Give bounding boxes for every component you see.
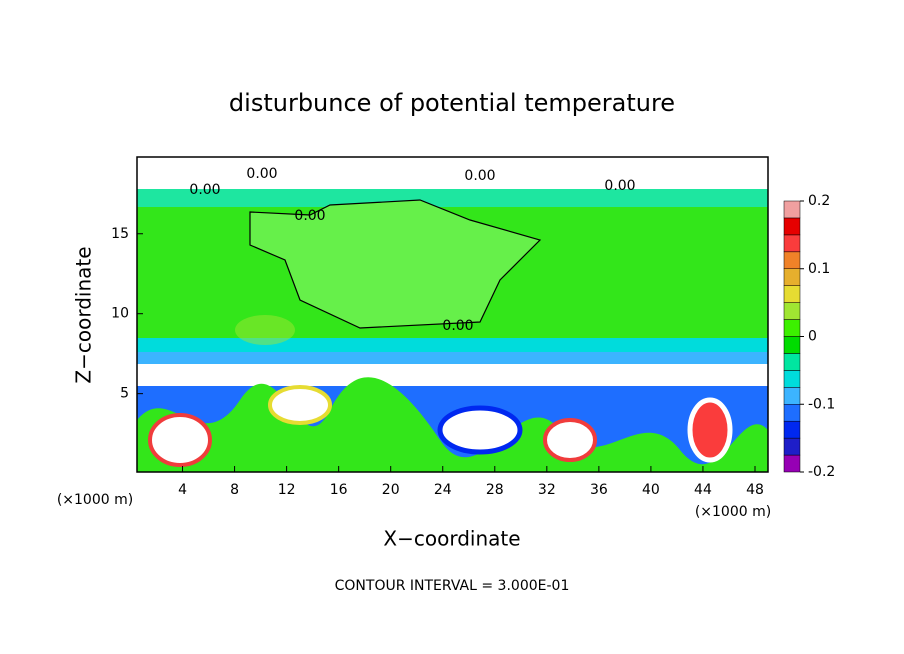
x-tick-label: 4 <box>178 482 187 498</box>
field-region <box>137 338 768 352</box>
contour-label: 0.00 <box>246 166 277 182</box>
colorbar-tick-label: -0.1 <box>808 396 835 412</box>
field-region <box>137 189 768 207</box>
plot-frame <box>136 156 769 473</box>
y-tick-label: 5 <box>120 386 129 402</box>
field-region <box>687 397 733 463</box>
colorbar-box <box>783 285 801 303</box>
x-tick-label: 40 <box>642 482 660 498</box>
contour-line <box>249 199 542 329</box>
colorbar-tick-label: 0.1 <box>808 261 830 277</box>
colorbar-box <box>783 370 801 388</box>
x-tick-label: 16 <box>330 482 348 498</box>
field-region <box>235 315 295 345</box>
colorbar-tick-label: 0 <box>808 329 817 345</box>
field-region <box>137 352 768 364</box>
colorbar-box <box>783 353 801 371</box>
colorbar-box <box>783 336 801 354</box>
colorbar-box <box>783 217 801 236</box>
colorbar-box <box>783 200 801 219</box>
colorbar-box <box>783 234 801 253</box>
x-tick-label: 12 <box>278 482 296 498</box>
field-region <box>543 418 597 462</box>
x-unit-label: (×1000 m) <box>695 504 771 520</box>
x-tick-label: 28 <box>486 482 504 498</box>
x-tick-label: 44 <box>694 482 712 498</box>
contour-label: 0.00 <box>442 318 473 334</box>
colorbar-box <box>783 404 801 422</box>
colorbar-box <box>783 437 801 456</box>
x-tick-label: 20 <box>382 482 400 498</box>
colorbar-tick-label: 0.2 <box>808 193 830 209</box>
colorbar-box <box>783 302 801 320</box>
contour-label: 0.00 <box>604 178 635 194</box>
y-tick-label: 15 <box>111 226 129 242</box>
colorbar-box <box>783 420 801 439</box>
field <box>137 157 768 472</box>
colorbar-box <box>783 387 801 405</box>
contour-label: 0.00 <box>294 208 325 224</box>
footer: CONTOUR INTERVAL = 3.000E-01 <box>335 578 570 594</box>
contour-label: 0.00 <box>464 168 495 184</box>
x-axis-title: X−coordinate <box>383 527 520 551</box>
x-tick-label: 48 <box>746 482 764 498</box>
x-tick-label: 24 <box>434 482 452 498</box>
colorbar-tick-label: -0.2 <box>808 464 835 480</box>
y-tick-label: 10 <box>111 306 129 322</box>
field-region <box>137 157 768 189</box>
x-unit-label: (×1000 m) <box>57 492 133 508</box>
colorbar-box <box>783 319 801 337</box>
contour-label: 0.00 <box>189 182 220 198</box>
field-region <box>137 364 768 386</box>
x-tick-label: 32 <box>538 482 556 498</box>
x-tick-label: 8 <box>230 482 239 498</box>
field-region <box>148 413 212 467</box>
field-region <box>137 377 768 472</box>
field-region <box>437 405 523 455</box>
colorbar-box <box>783 268 801 286</box>
field-region <box>268 385 332 425</box>
y-axis-title: Z−coordinate <box>72 246 96 383</box>
colorbar-box <box>783 251 801 269</box>
x-tick-label: 36 <box>590 482 608 498</box>
colorbar-box <box>783 454 801 473</box>
chart-title: disturbunce of potential temperature <box>229 89 675 117</box>
